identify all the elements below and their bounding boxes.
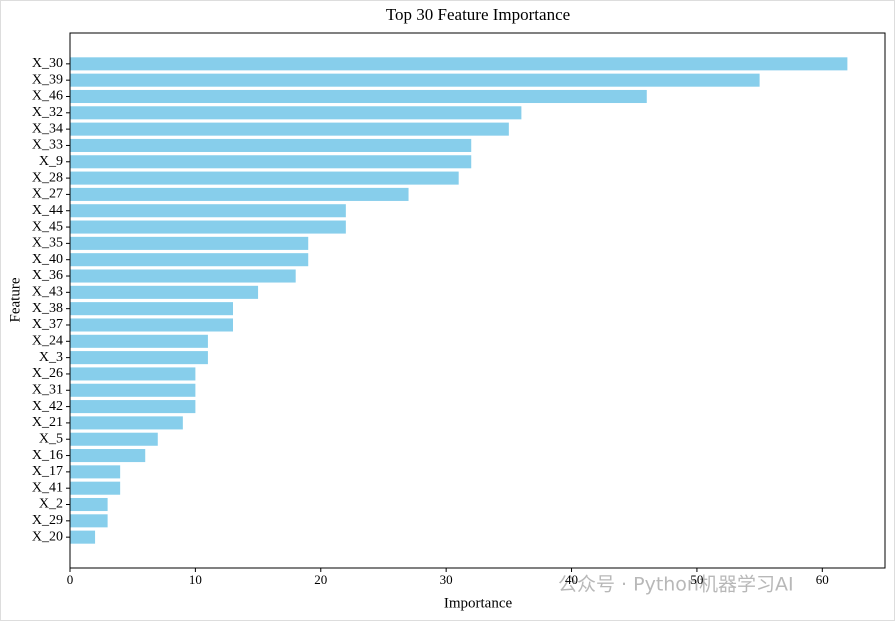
y-tick-label: X_24 [32,334,63,349]
y-tick-label: X_39 [32,72,63,87]
bar [70,383,196,397]
y-tick-label: X_30 [32,56,63,71]
bar [70,514,108,528]
y-tick-label: X_16 [32,448,63,463]
bar [70,465,121,479]
bar [70,318,233,332]
bar [70,334,208,348]
y-tick-label: X_36 [32,268,63,283]
y-tick-label: X_37 [32,317,63,332]
y-tick-label: X_38 [32,301,63,316]
bar [70,432,158,446]
y-tick-label: X_32 [32,105,63,120]
y-tick-label: X_3 [39,350,63,365]
bar [70,155,472,169]
y-tick-label: X_31 [32,382,63,397]
bar [70,481,121,495]
bar [70,122,509,136]
y-tick-label: X_17 [32,464,63,479]
bar [70,73,760,87]
bar [70,530,96,544]
y-tick-label: X_40 [32,252,63,267]
y-tick-label: X_42 [32,399,63,414]
bar [70,449,146,463]
bar [70,269,296,283]
bar [70,89,647,104]
y-tick-label: X_20 [32,529,63,544]
y-tick-label: X_34 [32,121,63,136]
x-tick-label: 60 [816,572,829,587]
bar [70,138,472,152]
chart-title: Top 30 Feature Importance [386,5,570,24]
bar [70,253,309,267]
y-tick-label: X_46 [32,89,63,104]
bar [70,497,108,512]
y-tick-label: X_44 [32,203,63,218]
plot-frame [69,32,886,569]
y-tick-label: X_9 [39,154,63,169]
bar [70,285,259,299]
bar [70,367,196,381]
bar [70,236,309,250]
bar [70,351,208,365]
bar [70,416,183,430]
y-tick-label: X_27 [32,187,63,202]
y-tick-label: X_29 [32,513,63,528]
x-tick-label: 50 [690,572,703,587]
y-tick-label: X_26 [32,366,63,381]
bar [70,204,346,218]
watermark: 公众号 · Python机器学习AI [558,574,794,596]
y-axis-label: Feature [7,277,23,322]
y-tick-label: X_41 [32,480,63,495]
y-tick-label: X_28 [32,170,63,185]
bar [70,220,346,234]
y-tick-label: X_5 [39,431,63,446]
y-tick-label: X_45 [32,219,63,234]
y-tick-label: X_43 [32,285,63,300]
bar [70,106,522,120]
y-tick-label: X_2 [39,497,63,512]
x-tick-label: 40 [565,572,578,587]
x-tick-label: 30 [440,572,453,587]
bar [70,187,409,201]
x-axis-label: Importance [444,595,513,611]
bar [70,302,233,316]
y-tick-label: X_21 [32,415,63,430]
bar [70,171,459,185]
x-tick-label: 20 [314,572,327,587]
bar [70,400,196,414]
x-tick-label: 0 [67,572,74,587]
y-tick-label: X_33 [32,138,63,153]
y-tick-label: X_35 [32,236,63,251]
x-tick-label: 10 [189,572,202,587]
bar [70,57,848,71]
